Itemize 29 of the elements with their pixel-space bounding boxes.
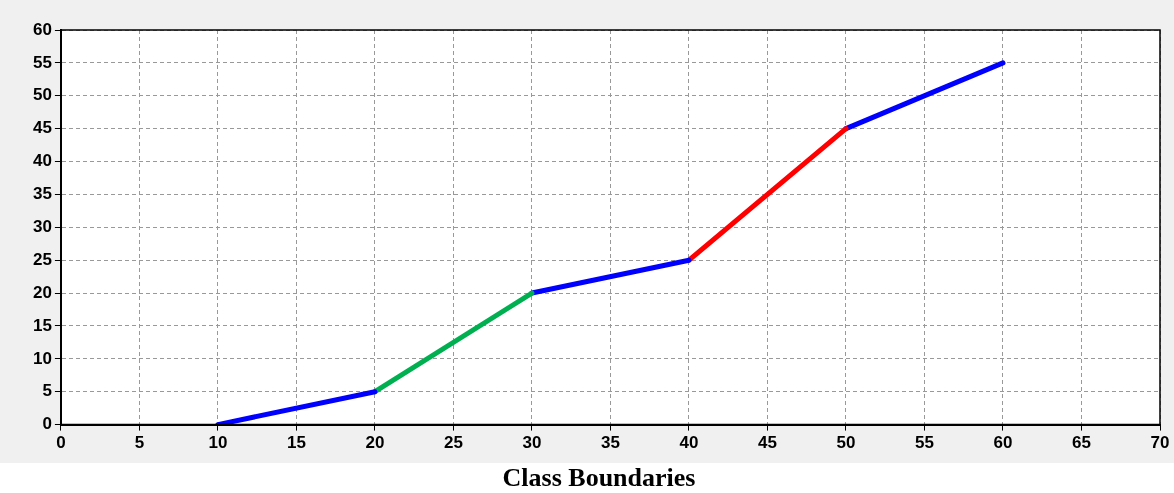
y-tick-label: 5 bbox=[42, 381, 52, 401]
x-tick-label: 10 bbox=[208, 433, 228, 453]
x-tick-label: 15 bbox=[286, 433, 306, 453]
x-tick-label: 20 bbox=[365, 433, 385, 453]
x-tick-label: 65 bbox=[1072, 433, 1091, 453]
x-tick-label: 25 bbox=[443, 433, 463, 453]
y-tick-label: 60 bbox=[32, 19, 52, 39]
y-tick-label: 25 bbox=[32, 249, 52, 269]
x-tick-label: 0 bbox=[56, 433, 66, 453]
x-tick-label: 50 bbox=[836, 433, 856, 453]
y-tick-label: 0 bbox=[42, 414, 52, 434]
y-tick-label: 15 bbox=[32, 315, 52, 335]
x-tick-label: 30 bbox=[522, 433, 542, 453]
y-tick-label: 35 bbox=[32, 184, 52, 204]
x-axis-title: Class Boundaries bbox=[501, 463, 697, 493]
y-tick-label: 55 bbox=[32, 52, 52, 72]
x-tick-label: 40 bbox=[679, 433, 699, 453]
y-tick-label: 50 bbox=[32, 85, 52, 105]
x-tick-label: 45 bbox=[758, 433, 777, 453]
y-tick-label: 40 bbox=[32, 151, 52, 171]
x-tick-label: 60 bbox=[993, 433, 1013, 453]
x-tick-label: 70 bbox=[1150, 433, 1170, 453]
y-tick-label: 45 bbox=[32, 118, 52, 138]
x-tick-label: 35 bbox=[600, 433, 620, 453]
y-tick-label: 30 bbox=[32, 216, 52, 236]
x-tick-label: 55 bbox=[915, 433, 934, 453]
y-tick-label: 10 bbox=[32, 348, 52, 368]
x-tick-label: 5 bbox=[134, 433, 145, 453]
y-tick-label: 20 bbox=[32, 282, 52, 302]
